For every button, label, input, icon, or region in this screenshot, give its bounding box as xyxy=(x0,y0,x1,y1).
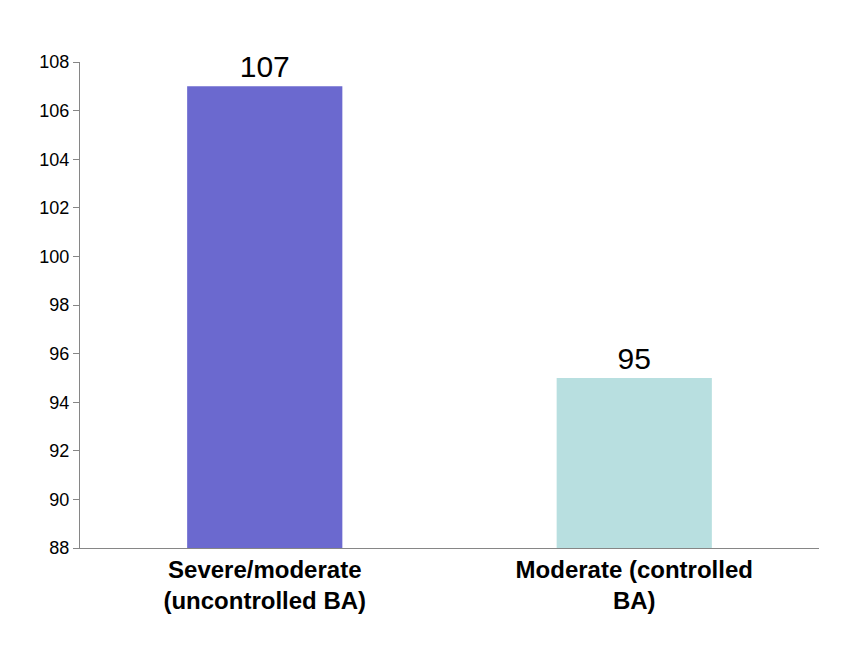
svg-text:Moderate (controlledBA): Moderate (controlledBA) xyxy=(516,556,753,614)
svg-text:100: 100 xyxy=(39,247,69,267)
svg-text:92: 92 xyxy=(49,441,69,461)
svg-text:108: 108 xyxy=(39,52,69,72)
svg-text:96: 96 xyxy=(49,344,69,364)
svg-text:90: 90 xyxy=(49,490,69,510)
svg-text:95: 95 xyxy=(618,342,651,375)
svg-text:Severe/moderate(uncontrolled B: Severe/moderate(uncontrolled BA) xyxy=(163,556,366,614)
svg-text:98: 98 xyxy=(49,295,69,315)
svg-text:102: 102 xyxy=(39,198,69,218)
svg-text:94: 94 xyxy=(49,393,69,413)
svg-text:104: 104 xyxy=(39,150,69,170)
svg-text:107: 107 xyxy=(240,50,290,83)
svg-text:106: 106 xyxy=(39,101,69,121)
svg-text:88: 88 xyxy=(49,538,69,558)
